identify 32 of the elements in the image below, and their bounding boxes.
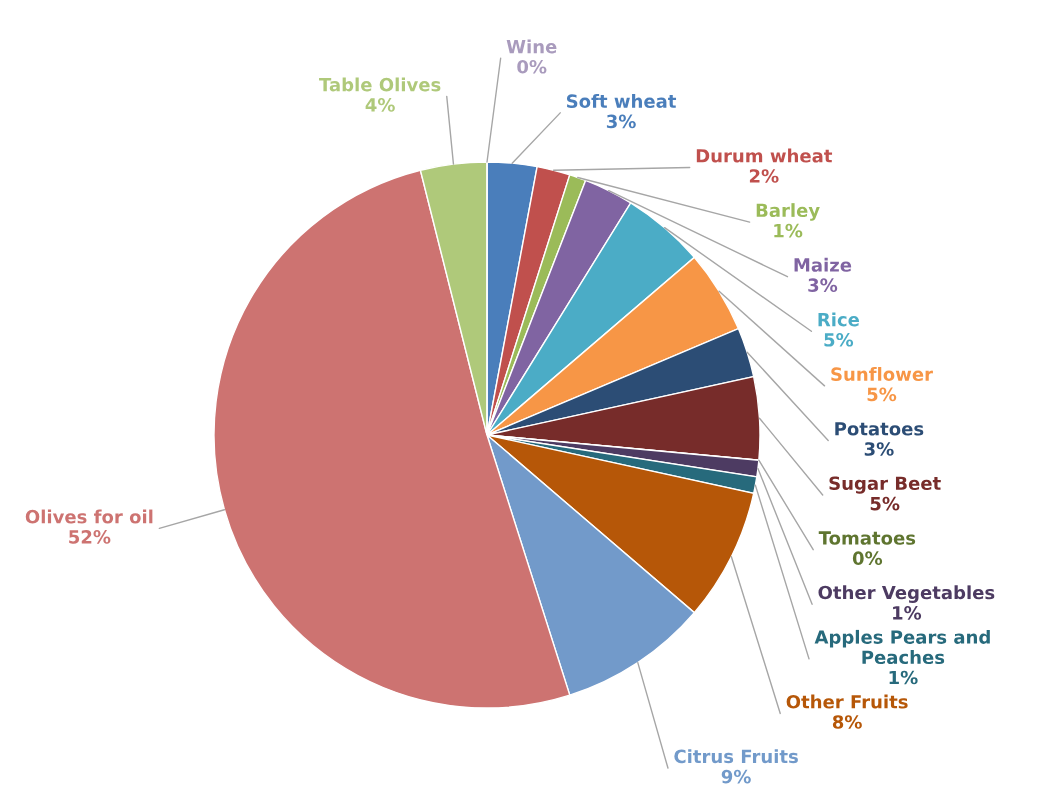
slice-label: Other Fruits bbox=[786, 694, 908, 709]
data-label: 52% bbox=[69, 530, 111, 544]
data-label: 1% bbox=[774, 223, 803, 238]
slice-label: Potatoes bbox=[835, 422, 924, 436]
data-label: 3% bbox=[808, 278, 838, 293]
data-label: 4% bbox=[365, 98, 395, 112]
category-label: Wine bbox=[506, 39, 557, 54]
slice-label: Citrus Fruits bbox=[674, 749, 798, 764]
slice-label: Durum wheat bbox=[696, 148, 833, 163]
data-label: 9% bbox=[721, 769, 751, 784]
data-label: 5% bbox=[867, 387, 897, 402]
slice-label: Rice bbox=[818, 312, 860, 327]
data-label: 3% bbox=[606, 114, 636, 129]
slice-label: Barley bbox=[756, 203, 820, 221]
slice-label: Sugar Beet bbox=[829, 476, 941, 494]
slice-label: Sunflower bbox=[831, 367, 933, 381]
data-label: 1% bbox=[889, 670, 918, 685]
slice-label: Other Vegetables bbox=[818, 585, 995, 603]
slice-label: Apples Pears and Peaches bbox=[814, 629, 990, 665]
data-label: 3% bbox=[864, 442, 894, 456]
category-label: Tomatoes bbox=[818, 531, 916, 545]
data-label: 2% bbox=[749, 169, 779, 183]
slice-label: Maize bbox=[794, 257, 852, 272]
data-label: 8% bbox=[832, 715, 862, 729]
slice-label: Olives for oil bbox=[25, 509, 153, 524]
data-label: 5% bbox=[824, 332, 854, 347]
slice-label: Soft wheat bbox=[566, 94, 677, 108]
data-label: 1% bbox=[893, 606, 922, 620]
text: 0% bbox=[852, 551, 883, 566]
data-label: 5% bbox=[870, 496, 900, 511]
text: 0% bbox=[517, 59, 547, 74]
slice-label: Table Olives bbox=[319, 77, 441, 92]
